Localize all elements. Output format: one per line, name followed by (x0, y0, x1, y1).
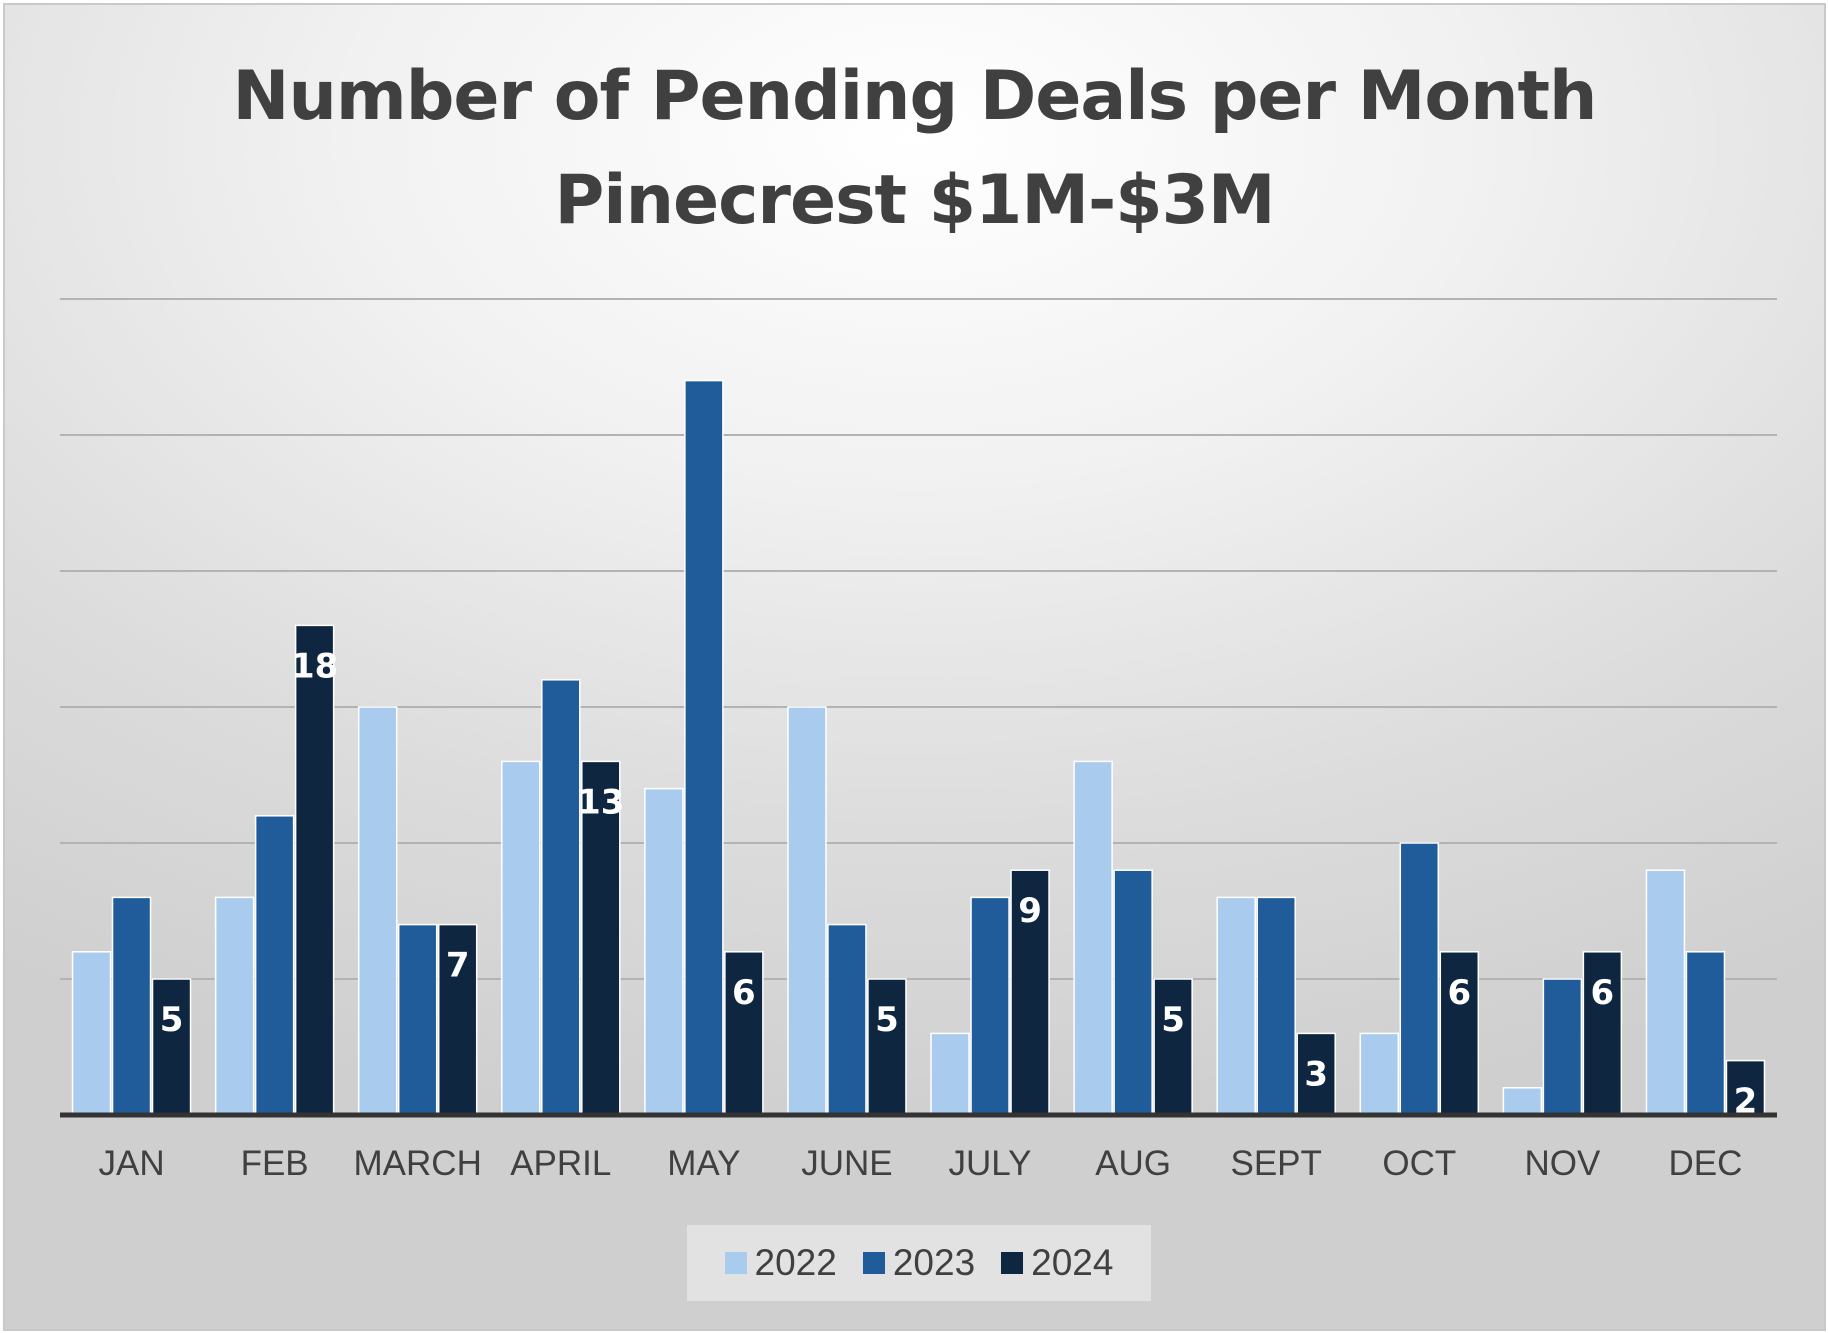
legend-item-2022: 2022 (724, 1242, 837, 1284)
bar-2022-nov (1502, 1087, 1543, 1116)
x-tick-label-march: MARCH (354, 1144, 482, 1183)
data-label-2024-may: 6 (732, 973, 756, 1013)
bar-chart-plot: 5 JAN 18 FEB 7 MARCH 13 APRIL 6 MAY 5 JUNE 9 JULY 5 AUG… (60, 298, 1777, 1183)
data-label-2024-march: 7 (446, 946, 470, 986)
bar-2023-april (541, 679, 581, 1116)
bar-2022-dec (1645, 869, 1686, 1116)
bar-2023-sept (1256, 896, 1296, 1116)
legend-label-2022: 2022 (754, 1242, 837, 1283)
x-tick-label-oct: OCT (1382, 1144, 1456, 1183)
bar-2024-aug (1153, 978, 1193, 1116)
x-tick-label-jan: JAN (98, 1144, 164, 1183)
x-tick-label-nov: NOV (1524, 1144, 1601, 1183)
bar-2022-march (357, 706, 398, 1116)
x-tick-label-june: JUNE (801, 1144, 892, 1183)
data-label-2024-feb: 18 (291, 646, 338, 686)
bar-2022-april (501, 760, 541, 1116)
x-tick-label-may: MAY (667, 1144, 740, 1183)
x-tick-label-feb: FEB (241, 1144, 309, 1183)
chart-title-line1: Number of Pending Deals per Month (232, 57, 1598, 136)
data-label-2024-sept: 3 (1304, 1054, 1328, 1094)
bar-2023-aug (1113, 869, 1153, 1116)
bar-2024-feb (294, 624, 335, 1116)
bar-2023-feb (254, 815, 295, 1116)
bar-2024-march (437, 923, 478, 1116)
data-label-2024-aug: 5 (1161, 1000, 1185, 1040)
legend-swatch-2023 (862, 1252, 885, 1274)
bar-2023-jan (111, 896, 152, 1116)
bar-2022-feb (214, 896, 255, 1116)
bar-2023-march (397, 923, 438, 1116)
legend-item-2023: 2023 (862, 1242, 976, 1284)
legend-label-2023: 2023 (892, 1242, 976, 1283)
bar-2023-oct (1399, 842, 1440, 1116)
bar-2023-june (827, 923, 867, 1116)
bar-2024-oct (1439, 951, 1480, 1116)
data-label-2024-april: 13 (577, 782, 624, 822)
bar-2023-july (970, 896, 1010, 1116)
bar-2023-may (684, 379, 724, 1116)
data-label-2024-jan: 5 (160, 1000, 184, 1040)
chart-frame: Number of Pending Deals per Month Pinecr… (3, 3, 1826, 1331)
x-tick-label-sept: SEPT (1230, 1144, 1321, 1183)
data-label-2024-dec: 2 (1734, 1082, 1758, 1122)
data-label-2024-july: 9 (1018, 891, 1042, 931)
bar-2022-oct (1359, 1032, 1400, 1116)
bar-2023-dec (1685, 951, 1726, 1116)
chart-subtitle: Pinecrest $1M-$3M (554, 161, 1275, 240)
bar-2022-june (787, 706, 827, 1116)
x-tick-label-april: APRIL (510, 1144, 611, 1183)
x-tick-label-aug: AUG (1095, 1144, 1171, 1183)
bar-2023-nov (1542, 978, 1583, 1116)
legend-item-2024: 2024 (1001, 1242, 1113, 1284)
bar-2022-sept (1216, 896, 1256, 1116)
data-label-2024-june: 5 (875, 1000, 899, 1040)
chart-title: Number of Pending Deals per Month Pinecr… (5, 45, 1824, 253)
bar-2024-may (724, 951, 764, 1116)
bar-2022-jan (71, 951, 112, 1116)
legend-swatch-2024 (1001, 1252, 1024, 1274)
x-tick-label-july: JULY (949, 1144, 1032, 1183)
bar-2024-nov (1582, 951, 1623, 1116)
bar-2024-jan (151, 978, 192, 1116)
chart-legend: 2022 2023 2024 (687, 1225, 1151, 1301)
x-tick-label-dec: DEC (1669, 1144, 1743, 1183)
data-label-2024-nov: 6 (1591, 973, 1615, 1013)
bar-2022-aug (1073, 760, 1113, 1116)
legend-label-2024: 2024 (1031, 1242, 1114, 1283)
bar-2022-may (644, 787, 684, 1116)
bar-2022-july (930, 1032, 970, 1116)
data-label-2024-oct: 6 (1447, 973, 1471, 1013)
legend-swatch-2022 (724, 1252, 747, 1274)
